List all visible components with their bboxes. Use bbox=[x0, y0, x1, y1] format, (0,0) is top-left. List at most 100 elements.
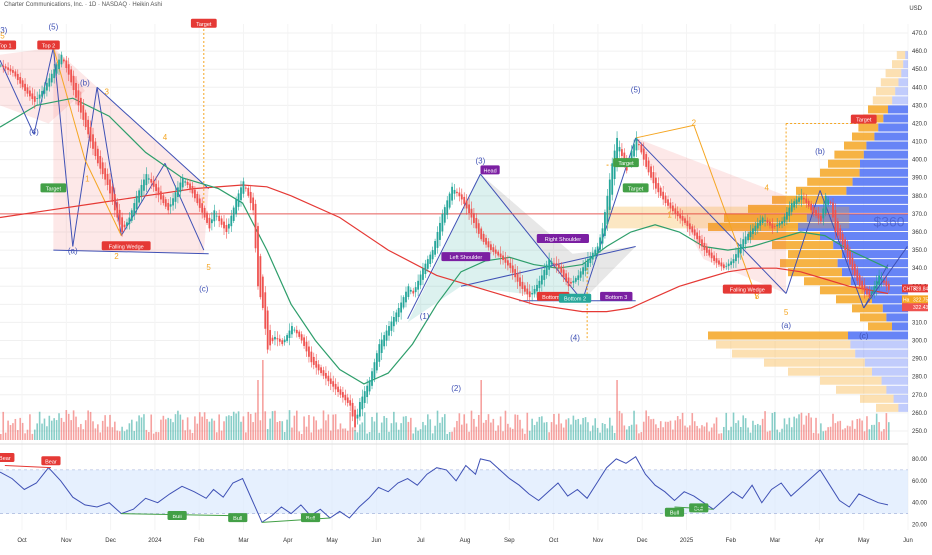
volume-bar bbox=[240, 421, 242, 440]
wave-label: (c) bbox=[859, 332, 869, 341]
volume-bar bbox=[407, 421, 410, 440]
candle-body bbox=[274, 336, 276, 340]
volume-bar bbox=[786, 424, 788, 440]
volume-bar bbox=[371, 416, 373, 440]
pattern-tag-bg bbox=[37, 40, 60, 50]
volume-bar bbox=[863, 431, 866, 440]
divergence-tag-bg bbox=[664, 507, 685, 517]
volume-bar bbox=[422, 421, 424, 440]
candle-body bbox=[584, 263, 587, 271]
pattern-tag-bg bbox=[722, 284, 772, 294]
volume-bar bbox=[53, 418, 55, 440]
candle-body bbox=[79, 97, 82, 113]
volume-bar bbox=[494, 430, 497, 440]
volume-profile-bar bbox=[820, 168, 860, 177]
candle-body bbox=[752, 228, 754, 235]
volume-bar bbox=[645, 410, 647, 440]
volume-profile-bar bbox=[804, 277, 851, 286]
candle-body bbox=[303, 337, 305, 346]
candle-body bbox=[769, 221, 771, 226]
wave-line bbox=[635, 137, 787, 294]
candle-body bbox=[48, 78, 51, 87]
candle-body bbox=[817, 212, 820, 219]
volume-bar bbox=[744, 418, 747, 440]
volume-profile-bar bbox=[852, 177, 908, 186]
volume-bar bbox=[555, 424, 558, 440]
volume-bar bbox=[725, 412, 728, 440]
volume-bar bbox=[189, 429, 191, 440]
wave-label: (1) bbox=[420, 312, 430, 321]
volume-bar bbox=[317, 429, 320, 440]
candle-body bbox=[887, 283, 890, 290]
volume-bar bbox=[480, 380, 482, 440]
candle-body bbox=[839, 228, 842, 240]
candle-body bbox=[436, 232, 439, 248]
price-axis-tick: 450.0 bbox=[912, 67, 928, 73]
volume-profile-bar bbox=[860, 313, 887, 322]
volume-bar bbox=[114, 421, 116, 440]
candle-body bbox=[562, 269, 565, 278]
candle-body bbox=[526, 288, 529, 295]
candle-body bbox=[368, 380, 371, 392]
volume-bar bbox=[349, 411, 351, 440]
candle-body bbox=[167, 202, 170, 211]
candle-body bbox=[761, 217, 764, 223]
volume-profile-bar bbox=[892, 322, 908, 331]
rsi-axis-tick: 40.00 bbox=[912, 501, 928, 507]
candle-body bbox=[332, 381, 335, 387]
volume-bar bbox=[436, 410, 439, 440]
candle-body bbox=[827, 199, 830, 205]
volume-profile-bar bbox=[888, 105, 908, 114]
candle-body bbox=[456, 191, 458, 194]
volume-bar bbox=[611, 425, 614, 440]
volume-bar bbox=[783, 418, 786, 440]
volume-bar bbox=[351, 427, 354, 440]
volume-bar bbox=[177, 410, 179, 440]
wave-line bbox=[819, 190, 865, 309]
rsi-axis-tick: 80.00 bbox=[912, 457, 928, 463]
candle-body bbox=[298, 331, 301, 337]
volume-bar bbox=[213, 420, 216, 440]
volume-bar bbox=[655, 424, 657, 440]
volume-bar bbox=[291, 427, 293, 440]
volume-bar bbox=[528, 430, 531, 440]
candle-body bbox=[742, 239, 745, 249]
volume-bar bbox=[669, 420, 672, 440]
candle-body bbox=[337, 386, 339, 393]
candle-body bbox=[254, 203, 257, 249]
volume-bar bbox=[640, 432, 643, 440]
candle-body bbox=[657, 183, 660, 193]
volume-bar bbox=[373, 421, 376, 440]
wave-line bbox=[0, 59, 35, 135]
volume-bar bbox=[846, 425, 849, 440]
volume-bar bbox=[215, 432, 218, 440]
candle-body bbox=[883, 279, 885, 283]
candle-body bbox=[773, 226, 776, 227]
candle-body bbox=[363, 391, 366, 403]
volume-bar bbox=[208, 421, 211, 440]
candle-body bbox=[451, 186, 453, 201]
volume-bar bbox=[9, 425, 12, 440]
volume-bar bbox=[795, 418, 798, 440]
candle-body bbox=[392, 317, 395, 327]
volume-bar bbox=[492, 418, 495, 440]
volume-bar bbox=[608, 417, 611, 440]
candle-body bbox=[252, 197, 255, 211]
volume-bar bbox=[300, 433, 303, 440]
volume-bar bbox=[257, 380, 259, 440]
volume-bar bbox=[839, 420, 842, 440]
candle-body bbox=[19, 77, 22, 84]
volume-bar bbox=[652, 418, 655, 440]
volume-bar bbox=[283, 431, 286, 440]
candle-body bbox=[349, 400, 352, 406]
candle-body bbox=[283, 339, 286, 343]
volume-profile-bar bbox=[788, 250, 842, 259]
volume-bar bbox=[773, 411, 776, 440]
volume-bar bbox=[621, 413, 623, 440]
volume-bar bbox=[599, 432, 601, 440]
candle-body bbox=[101, 162, 104, 175]
volume-bar bbox=[259, 420, 262, 440]
time-axis-tick: Oct bbox=[549, 538, 559, 544]
volume-bar bbox=[410, 417, 412, 440]
